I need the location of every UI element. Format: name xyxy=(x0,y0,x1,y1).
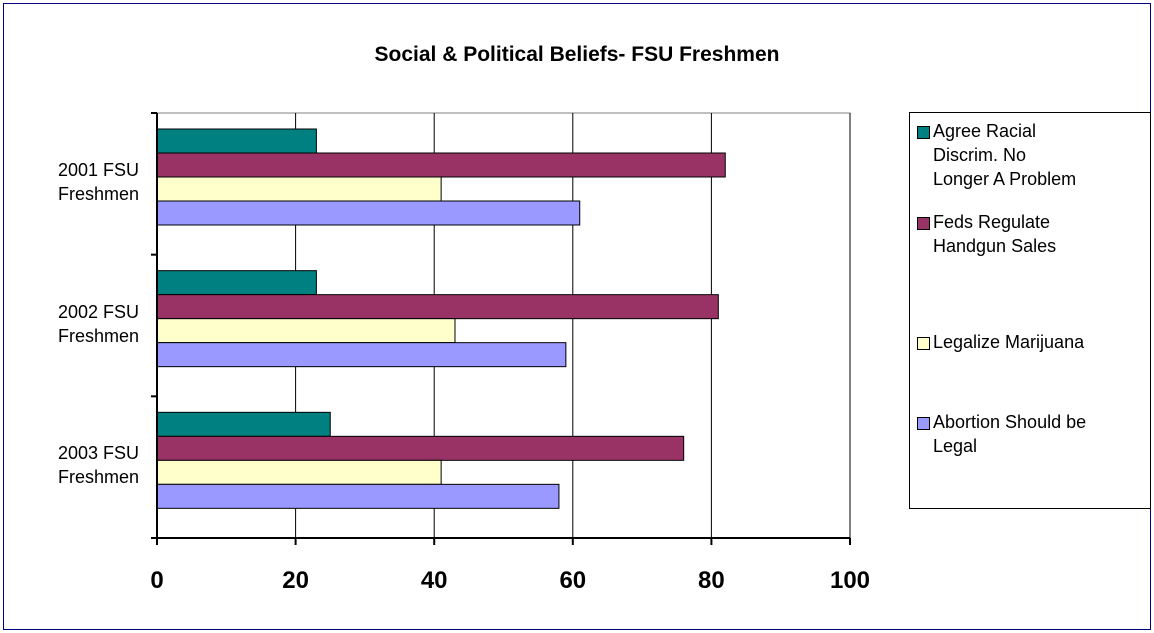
legend-label: Agree Racial Discrim. No Longer A Problem xyxy=(933,119,1151,191)
bar-2-3 xyxy=(156,318,456,344)
legend-label-line: Abortion Should be xyxy=(933,412,1087,432)
x-tick-label: 40 xyxy=(420,567,448,594)
bar-3-4 xyxy=(156,483,560,509)
bar-1-2 xyxy=(156,152,726,178)
legend-label: Abortion Should be Legal xyxy=(933,410,1151,458)
legend-label: Feds Regulate Handgun Sales xyxy=(933,210,1151,258)
chart-title: Social & Political Beliefs- FSU Freshmen xyxy=(374,43,780,66)
bar-2-4 xyxy=(156,342,567,368)
bar-3-3 xyxy=(156,459,442,485)
bar-3-1 xyxy=(156,411,331,437)
bar-3-2 xyxy=(156,435,685,461)
category-label-line: Freshmen xyxy=(57,183,139,204)
bar-1-1 xyxy=(156,128,317,154)
legend-label-line: Agree Racial xyxy=(933,121,1037,141)
x-tick-label: 80 xyxy=(698,567,725,594)
x-tick-label: 100 xyxy=(829,567,871,594)
bar-2-2 xyxy=(156,294,719,320)
category-label: 2002 FSU Freshmen xyxy=(19,300,139,348)
x-tick-label: 0 xyxy=(150,567,164,594)
legend-label-line: Discrim. No xyxy=(933,145,1026,165)
legend-label-line: Feds Regulate xyxy=(933,212,1051,232)
category-label-line: Freshmen xyxy=(57,467,139,488)
legend-swatch xyxy=(917,126,930,139)
category-label: 2001 FSU Freshmen xyxy=(19,158,139,206)
legend-label-line: Longer A Problem xyxy=(933,169,1077,189)
legend-label: Legalize Marijuana xyxy=(933,330,1151,354)
legend-label-line: Handgun Sales xyxy=(933,236,1057,256)
x-tick-label: 20 xyxy=(282,567,309,594)
legend-label-line: Legal xyxy=(933,436,978,456)
bar-1-4 xyxy=(156,200,581,226)
x-tick-label: 60 xyxy=(559,567,587,594)
category-label-line: 2001 FSU xyxy=(57,159,139,180)
category-label: 2003 FSU Freshmen xyxy=(19,441,139,489)
legend-swatch xyxy=(917,417,930,430)
bar-2-1 xyxy=(156,270,317,296)
bar-1-3 xyxy=(156,176,442,202)
category-label-line: 2002 FSU xyxy=(57,301,139,322)
chart-legend: Agree Racial Discrim. No Longer A Problem F… xyxy=(909,112,1151,509)
legend-swatch xyxy=(917,337,930,350)
legend-swatch xyxy=(917,217,930,230)
legend-label-line: Legalize Marijuana xyxy=(933,332,1085,352)
category-label-line: 2003 FSU xyxy=(57,443,139,464)
category-label-line: Freshmen xyxy=(57,325,139,346)
